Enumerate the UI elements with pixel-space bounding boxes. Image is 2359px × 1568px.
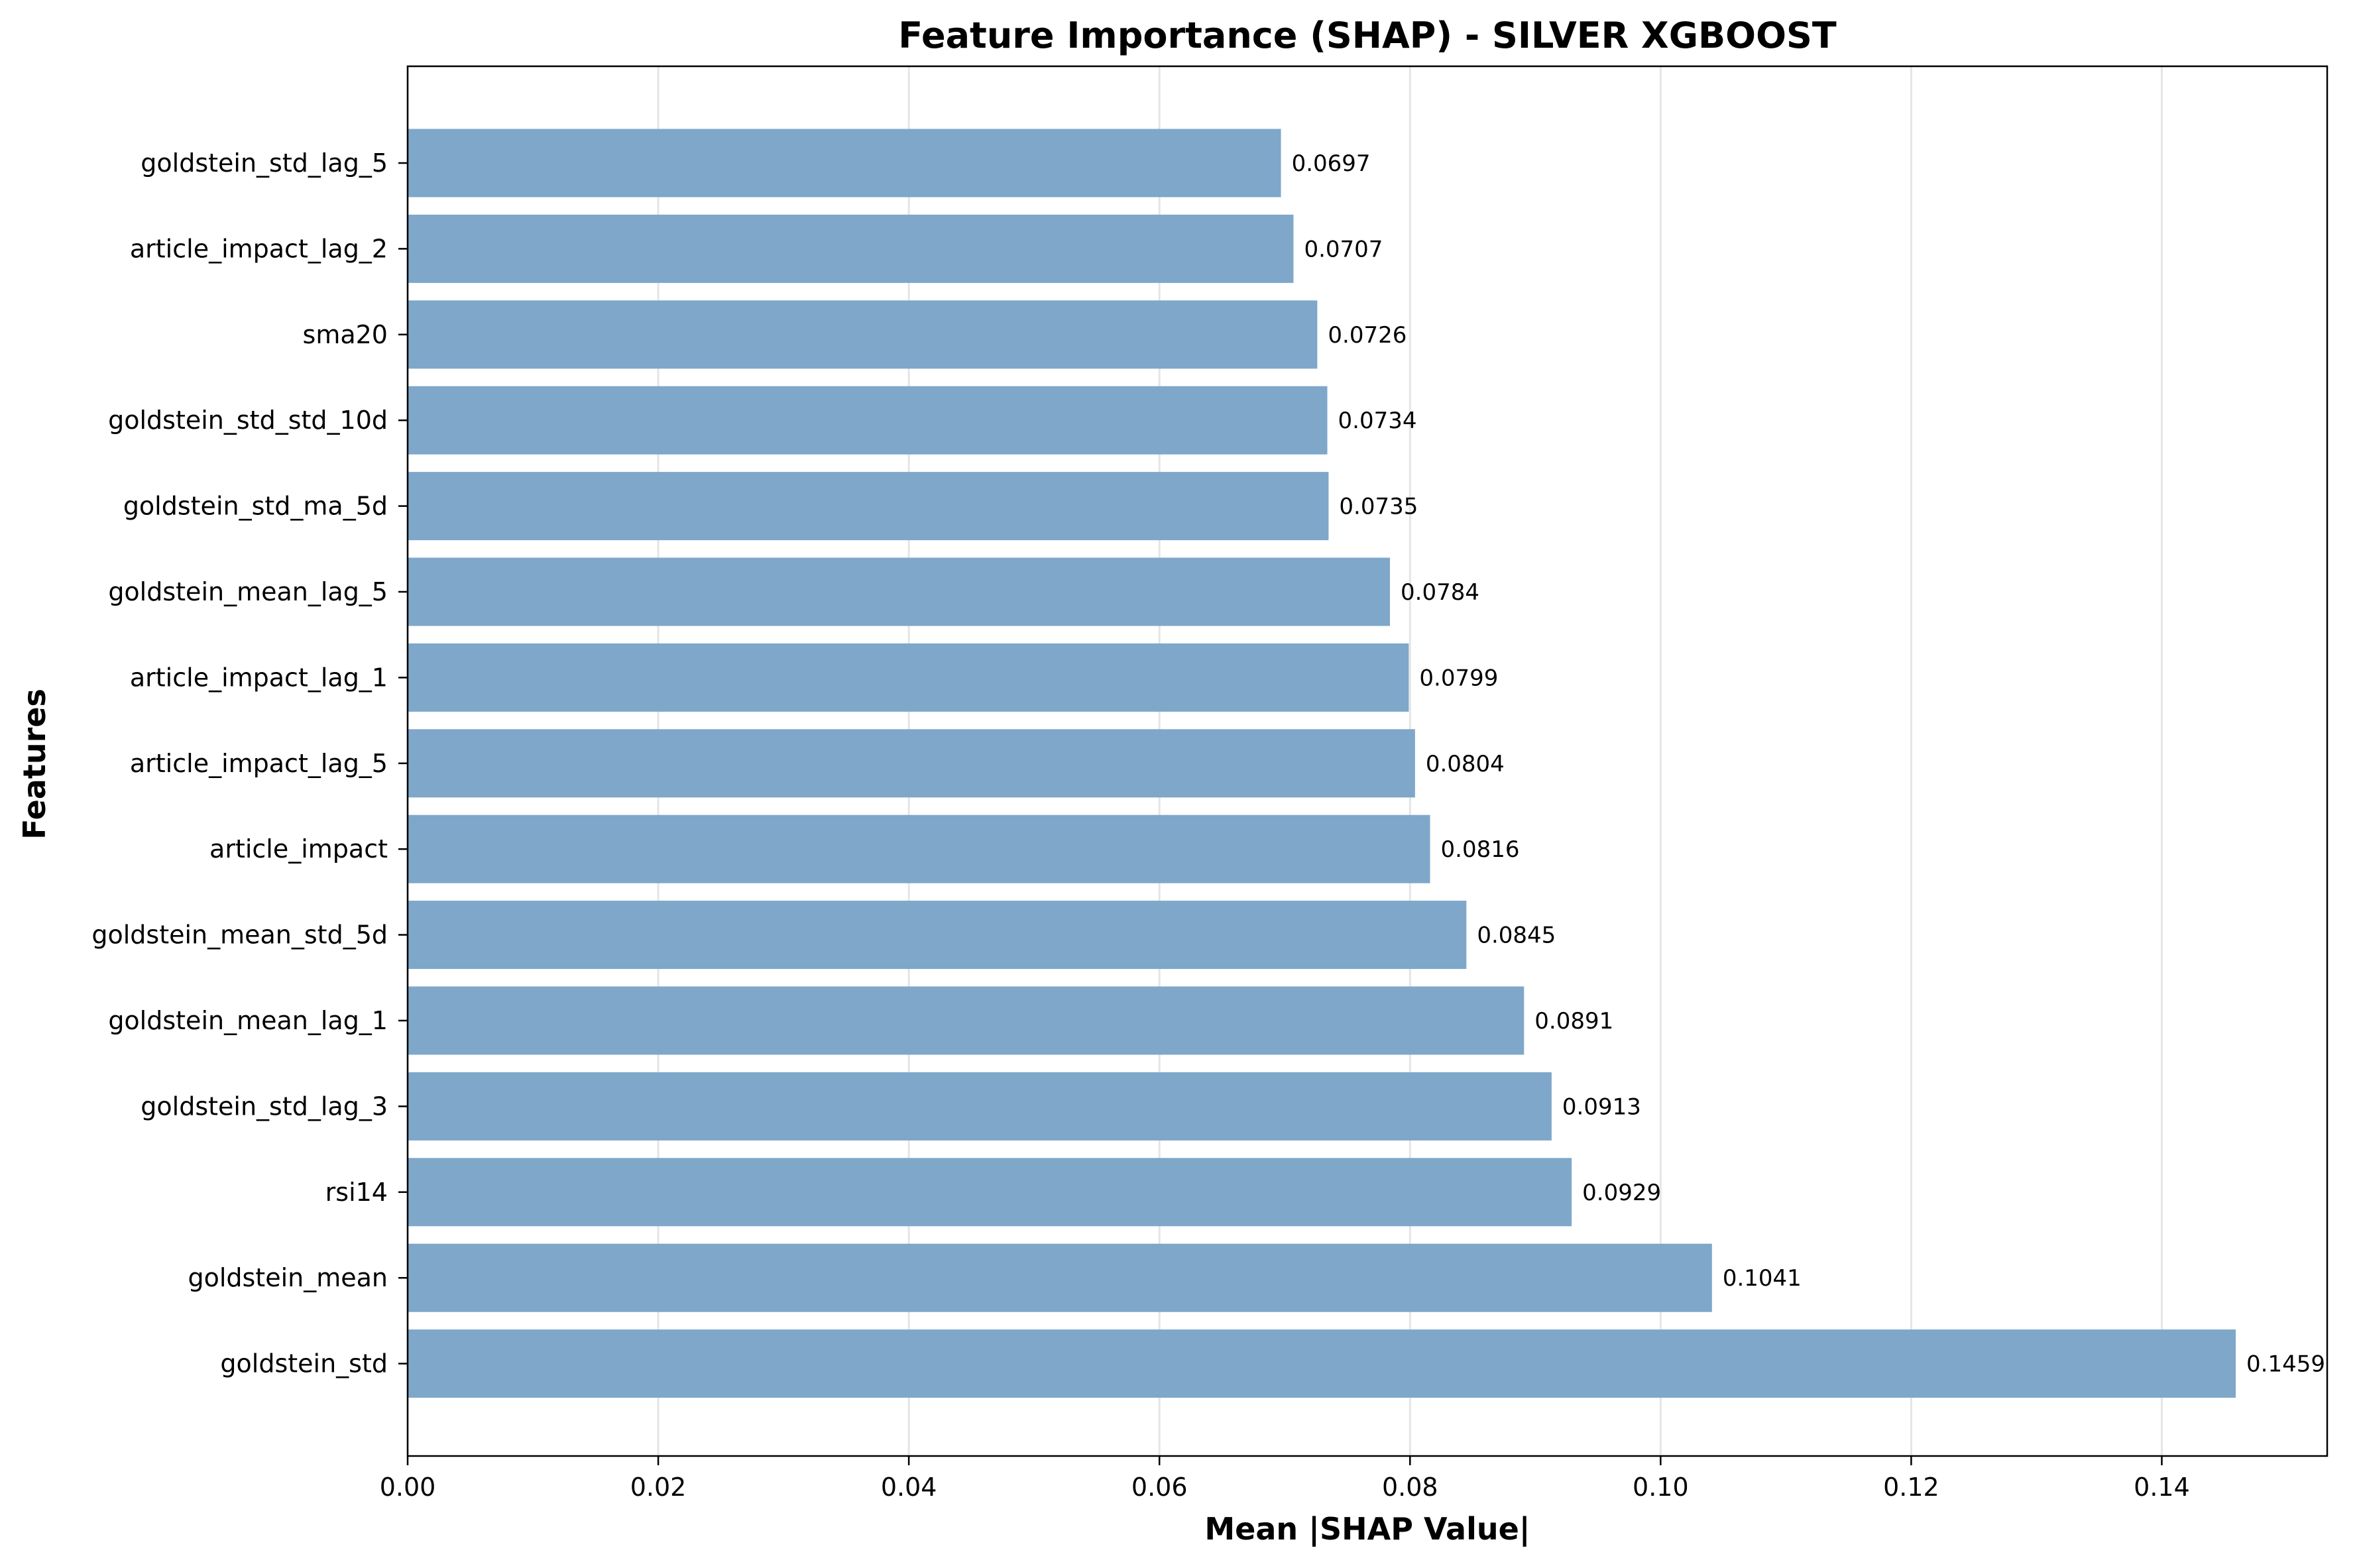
y-tick-label: goldstein_mean_lag_5	[108, 577, 388, 606]
bar-value-label: 0.1041	[1723, 1265, 1802, 1292]
y-tick-label: goldstein_std_lag_3	[141, 1092, 388, 1121]
x-axis-label: Mean |SHAP Value|	[1204, 1511, 1530, 1547]
bar-value-label: 0.0697	[1292, 150, 1371, 177]
bar	[408, 986, 1525, 1055]
bar-value-label: 0.0929	[1582, 1180, 1661, 1206]
bar-value-label: 0.0726	[1328, 322, 1407, 349]
bar-value-label: 0.1459	[2246, 1351, 2325, 1378]
y-tick-label: sma20	[303, 320, 388, 349]
chart-title: Feature Importance (SHAP) - SILVER XGBOO…	[898, 15, 1837, 56]
bar-value-label: 0.0799	[1419, 665, 1498, 691]
value-labels: 0.0697 0.0707 0.0726 0.0734 0.0735 0.0784 0.07…	[1292, 150, 2325, 1378]
y-tick-label: goldstein_mean_lag_1	[108, 1006, 388, 1035]
bar	[408, 300, 1318, 369]
bar-value-label: 0.0735	[1339, 494, 1418, 520]
y-tick-label: goldstein_std	[220, 1349, 388, 1378]
bar	[408, 1243, 1712, 1312]
y-tick-label: article_impact_lag_5	[130, 749, 388, 778]
x-axis-ticks: 0.00 0.02 0.04 0.06 0.08 0.10 0.12 0.14	[380, 1456, 2190, 1502]
y-axis-label: Features	[17, 689, 52, 840]
bar	[408, 729, 1415, 798]
x-tick-label: 0.14	[2134, 1473, 2190, 1502]
bar	[408, 472, 1329, 541]
bar	[408, 386, 1328, 455]
bar-value-label: 0.0845	[1477, 923, 1556, 949]
bar-value-label: 0.0784	[1401, 579, 1479, 606]
x-tick-label: 0.02	[630, 1473, 687, 1502]
y-tick-label: article_impact_lag_2	[130, 234, 388, 263]
y-tick-label: goldstein_std_ma_5d	[123, 492, 388, 521]
bar	[408, 129, 1281, 197]
bar	[408, 901, 1467, 970]
y-tick-label: goldstein_std_lag_5	[141, 148, 388, 178]
x-tick-label: 0.08	[1382, 1473, 1438, 1502]
bar-value-label: 0.0816	[1441, 836, 1520, 863]
bar	[408, 814, 1430, 883]
y-tick-label: article_impact_lag_1	[130, 663, 388, 692]
bar	[408, 214, 1294, 283]
x-tick-label: 0.00	[380, 1473, 436, 1502]
bar	[408, 1329, 2236, 1398]
x-tick-label: 0.12	[1883, 1473, 1939, 1502]
bar	[408, 557, 1391, 626]
bar	[408, 643, 1409, 712]
y-tick-label: article_impact	[209, 834, 388, 864]
bar	[408, 1158, 1572, 1227]
y-tick-label: rsi14	[325, 1178, 388, 1207]
bar-value-label: 0.0707	[1304, 236, 1383, 262]
x-tick-label: 0.06	[1131, 1473, 1188, 1502]
y-tick-label: goldstein_mean_std_5d	[91, 921, 388, 950]
y-tick-label: goldstein_std_std_10d	[108, 406, 388, 435]
bar	[408, 1072, 1552, 1141]
bar-value-label: 0.0891	[1534, 1008, 1613, 1035]
x-tick-label: 0.10	[1633, 1473, 1689, 1502]
y-axis-ticks: goldstein_std_lag_5 article_impact_lag_2s…	[91, 148, 408, 1378]
plot-frame	[406, 65, 2329, 1457]
bar-value-label: 0.0804	[1426, 751, 1505, 777]
bars	[408, 129, 2236, 1398]
x-tick-label: 0.04	[881, 1473, 937, 1502]
bar-value-label: 0.0734	[1338, 408, 1417, 434]
y-tick-label: goldstein_mean	[188, 1263, 388, 1292]
bar-value-label: 0.0913	[1562, 1093, 1641, 1120]
